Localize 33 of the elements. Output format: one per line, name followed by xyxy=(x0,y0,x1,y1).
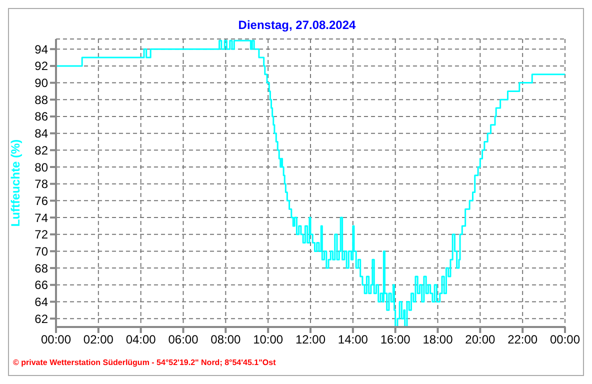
x-tick-label: 14:00 xyxy=(338,332,368,347)
y-tick-label: 72 xyxy=(34,228,48,242)
y-tick-label: 84 xyxy=(34,126,48,141)
y-axis-title: Luftfeuchte (%) xyxy=(8,139,22,227)
x-tick-label: 04:00 xyxy=(126,332,156,347)
x-tick-label: 08:00 xyxy=(210,332,242,347)
y-tick-label: 62 xyxy=(34,312,48,326)
y-tick-label: 88 xyxy=(34,92,48,107)
y-tick-label: 78 xyxy=(34,177,48,192)
y-tick-label: 82 xyxy=(34,143,48,158)
y-tick-label: 80 xyxy=(34,160,48,174)
y-tick-label: 70 xyxy=(34,244,48,258)
x-tick-label: 12:00 xyxy=(295,332,326,347)
y-tick-label: 76 xyxy=(34,194,48,208)
x-tick-label: 02:00 xyxy=(83,332,114,347)
chart-title: Dienstag, 27.08.2024 xyxy=(237,18,357,32)
x-tick-label: 10:00 xyxy=(253,332,284,347)
x-tick-label: 06:00 xyxy=(168,332,199,347)
x-tick-label: 00:00 xyxy=(550,332,580,347)
y-tick-label: 90 xyxy=(34,76,48,90)
y-tick-label: 64 xyxy=(34,294,48,309)
y-tick-label: 86 xyxy=(34,110,48,124)
x-tick-label: 00:00 xyxy=(40,332,72,347)
y-tick-label: 74 xyxy=(34,210,48,225)
text: © private Wetterstation Süderlügum - 54°52'19.2" Nord; 8°54'45.1"Ost xyxy=(13,358,276,367)
y-tick-label: 94 xyxy=(34,42,48,56)
x-tick-label: 18:00 xyxy=(422,332,454,347)
x-tick-label: 16:00 xyxy=(380,332,411,347)
y-tick-label: 68 xyxy=(34,261,48,276)
x-tick-label: 20:00 xyxy=(465,332,496,347)
x-tick-label: 22:00 xyxy=(508,332,538,347)
y-tick-label: 92 xyxy=(34,59,48,74)
y-tick-label: 66 xyxy=(34,278,48,292)
